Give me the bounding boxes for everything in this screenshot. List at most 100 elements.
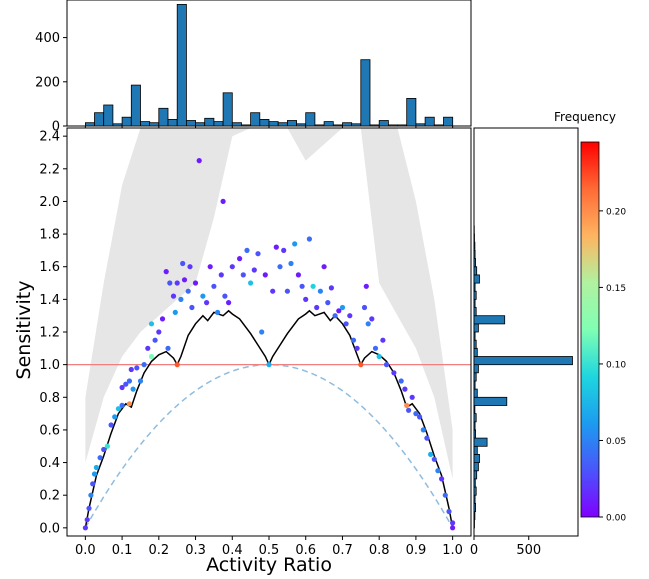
top-histogram-bar (433, 124, 444, 127)
y-tick-label: 0.0 (39, 521, 60, 536)
right-histogram-bar (473, 307, 477, 317)
scatter-point (365, 321, 371, 327)
top-histogram-bar (112, 123, 123, 127)
right-histogram-bar (473, 323, 479, 333)
scatter-point (428, 451, 434, 457)
scatter-point (376, 353, 382, 360)
scatter-point (174, 362, 180, 368)
scatter-point (156, 329, 162, 335)
right-histogram-bar (473, 364, 479, 374)
upper-envelope-curve (84, 309, 454, 528)
x-tick-label: 0.9 (406, 543, 427, 558)
shaded-band (85, 128, 453, 479)
top-histogram-bar (185, 120, 196, 127)
right-histogram-bar (473, 233, 475, 243)
scatter-point (123, 381, 129, 387)
scatter-point (128, 366, 134, 373)
top-histogram-bar (314, 124, 325, 127)
right-histogram-bar (473, 290, 477, 300)
scatter-point (295, 272, 301, 278)
right-histogram-bar (473, 511, 476, 521)
top-histogram-bar (204, 117, 215, 127)
scatter-point (170, 293, 177, 299)
x-tick-label: 0.0 (75, 543, 96, 558)
right-histogram: 0 500 (470, 127, 579, 558)
right-histogram-bar (473, 274, 480, 284)
right-histogram-bar (473, 470, 478, 480)
y-tick-label: 2.0 (39, 195, 60, 210)
scatter-point (134, 365, 140, 371)
top-histogram-bar (268, 121, 279, 127)
top-y-tick-label: 0 (52, 120, 60, 135)
scatter-point (148, 321, 155, 327)
colorbar-tick-label: 0.10 (606, 360, 626, 370)
top-histogram-bar (415, 123, 426, 127)
scatter-point (152, 337, 158, 343)
right-histogram-bar (473, 413, 477, 423)
scatter-point (288, 260, 294, 267)
scatter-point (163, 269, 169, 275)
top-histogram-bar (360, 59, 371, 127)
right-x-tick-label: 0 (470, 543, 478, 558)
scatter-point (172, 309, 178, 315)
right-histogram-bar (473, 298, 476, 308)
scatter-point (159, 316, 166, 322)
scatter-point (306, 236, 312, 242)
y-tick-label: 1.2 (39, 326, 60, 341)
y-tick-label: 0.2 (39, 489, 60, 504)
right-histogram-bar (473, 266, 478, 276)
right-histogram-bar (473, 372, 477, 382)
scatter-point (358, 362, 364, 368)
scatter-point (284, 288, 290, 294)
scatter-point (137, 378, 144, 384)
x-axis-label: Activity Ratio (206, 554, 332, 576)
x-tick-label: 0.7 (332, 543, 353, 558)
scatter-point (332, 313, 338, 319)
scatter-point (273, 244, 279, 250)
scatter-point (277, 264, 283, 270)
scatter-point (180, 260, 186, 267)
x-tick-label: 0.1 (112, 543, 133, 558)
top-histogram-bar (213, 121, 224, 127)
scatter-point (196, 158, 202, 164)
top-histogram-bar (241, 124, 252, 127)
scatter-point (130, 386, 136, 392)
top-histogram-bar (286, 120, 297, 127)
top-histogram-bar (176, 4, 187, 127)
scatter-point (115, 406, 121, 412)
top-histogram-bar (130, 84, 141, 127)
top-histogram-bar (250, 112, 261, 127)
scatter-point (104, 443, 110, 449)
x-tick-label: 0.8 (369, 543, 390, 558)
top-histogram-bar (332, 124, 343, 127)
scatter-point (229, 264, 235, 270)
right-histogram-bar (473, 486, 477, 496)
scatter-point (200, 293, 206, 299)
top-histogram-bar (195, 122, 206, 127)
scatter-point (90, 481, 96, 487)
right-histogram-bar (473, 356, 573, 366)
right-histogram-bar (473, 429, 477, 439)
y-axis-label: Sensitivity (13, 281, 35, 380)
scatter-point (310, 283, 316, 289)
scatter-point (361, 304, 368, 311)
top-histogram-bar (94, 112, 105, 127)
scatter-point (108, 422, 114, 428)
scatter-point (450, 525, 456, 531)
scatter-point (398, 378, 404, 384)
scatter-point (93, 464, 99, 471)
right-histogram-bar (473, 494, 476, 504)
scatter-point (336, 308, 342, 314)
right-histogram-bar (473, 502, 477, 512)
top-histogram-bar (406, 98, 417, 127)
scatter-point (420, 427, 426, 433)
scatter-point (181, 277, 188, 283)
y-tick-label: 1.4 (39, 293, 60, 308)
right-histogram-bar (473, 404, 476, 414)
top-histogram-bar (351, 123, 362, 127)
scatter-point (126, 378, 132, 384)
colorbar-gradient (580, 141, 600, 518)
scatter-point (339, 304, 346, 311)
scatter-point (215, 309, 221, 315)
scatter-point (251, 267, 257, 273)
